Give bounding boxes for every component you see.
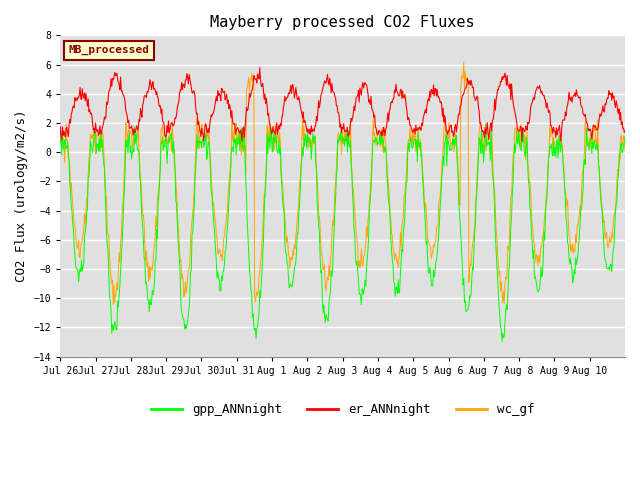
- wc_gf: [621, 147, 629, 153]
- er_ANNnight: [402, 97, 410, 103]
- gpp_ANNnight: [276, 151, 284, 157]
- gpp_ANNnight: [433, 257, 440, 263]
- gpp_ANNnight: [482, 121, 490, 127]
- Title: Mayberry processed CO2 Fluxes: Mayberry processed CO2 Fluxes: [211, 15, 475, 30]
- gpp_ANNnight: [401, 212, 409, 217]
- wc_gf: [460, 59, 468, 65]
- er_ANNnight: [255, 75, 262, 81]
- wc_gf: [402, 180, 410, 186]
- gpp_ANNnight: [621, 133, 629, 139]
- er_ANNnight: [256, 65, 264, 71]
- er_ANNnight: [123, 110, 131, 116]
- Text: MB_processed: MB_processed: [68, 45, 150, 55]
- er_ANNnight: [621, 128, 629, 134]
- er_ANNnight: [557, 138, 564, 144]
- wc_gf: [109, 302, 117, 308]
- wc_gf: [227, 164, 235, 170]
- gpp_ANNnight: [123, 144, 131, 150]
- gpp_ANNnight: [498, 338, 506, 344]
- er_ANNnight: [227, 106, 234, 112]
- wc_gf: [433, 224, 441, 230]
- Line: wc_gf: wc_gf: [60, 62, 625, 305]
- wc_gf: [276, 141, 284, 147]
- er_ANNnight: [276, 121, 284, 127]
- er_ANNnight: [56, 124, 64, 130]
- gpp_ANNnight: [255, 316, 262, 322]
- wc_gf: [255, 274, 263, 280]
- wc_gf: [56, 136, 64, 142]
- wc_gf: [124, 141, 131, 147]
- Y-axis label: CO2 Flux (urology/m2/s): CO2 Flux (urology/m2/s): [15, 110, 28, 282]
- Legend: gpp_ANNnight, er_ANNnight, wc_gf: gpp_ANNnight, er_ANNnight, wc_gf: [146, 398, 540, 421]
- Line: gpp_ANNnight: gpp_ANNnight: [60, 124, 625, 341]
- gpp_ANNnight: [227, 175, 234, 181]
- Line: er_ANNnight: er_ANNnight: [60, 68, 625, 141]
- gpp_ANNnight: [56, 139, 64, 145]
- er_ANNnight: [433, 86, 441, 92]
